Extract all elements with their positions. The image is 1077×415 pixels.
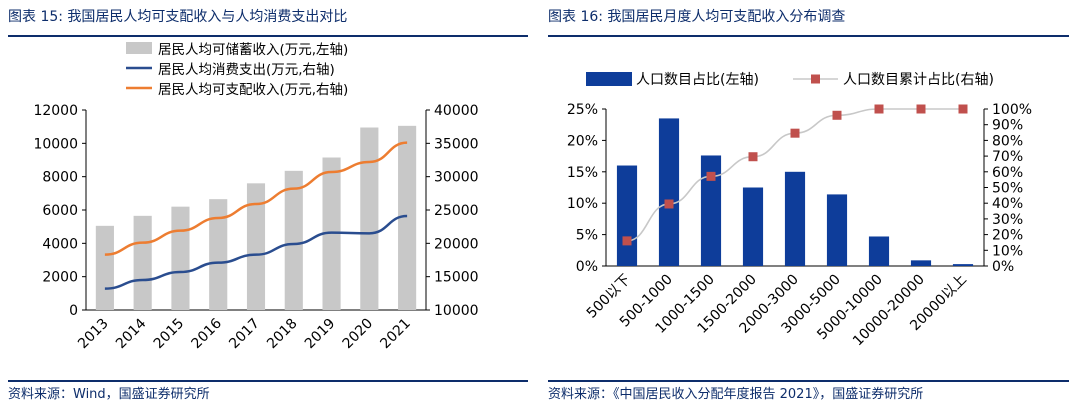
left-tick-label: 0	[69, 303, 78, 319]
left-tick-label: 5%	[576, 228, 598, 244]
bar-savings	[209, 199, 228, 310]
cumulative-marker	[748, 152, 758, 162]
right-tick-label: 10000	[434, 303, 479, 319]
x-tick-label: 2016	[189, 315, 226, 352]
right-tick-label: 70%	[992, 149, 1023, 165]
bar-savings	[133, 215, 152, 310]
source-note: 资料来源：《中国居民收入分配年度报告 2021》，国盛证券研究所	[548, 387, 924, 402]
bar-population-share	[868, 236, 890, 266]
bar-population-share	[784, 171, 806, 266]
line-income	[104, 141, 408, 256]
cumulative-marker	[832, 110, 842, 120]
right-tick-label: 35000	[434, 136, 479, 152]
left-tick-label: 4000	[42, 236, 78, 252]
x-tick-label: 2021	[377, 316, 414, 353]
right-tick-label: 60%	[992, 165, 1023, 181]
right-tick-label: 30%	[992, 212, 1023, 228]
right-tick-label: 40000	[434, 103, 479, 119]
bar-population-share	[742, 187, 764, 266]
bar-population-share	[616, 165, 638, 266]
right-tick-label: 40%	[992, 196, 1023, 212]
right-tick-label: 20%	[992, 228, 1023, 244]
bar-population-share	[952, 264, 974, 266]
right-tick-label: 20000	[434, 236, 479, 252]
bar-savings	[284, 170, 303, 310]
left-tick-label: 15%	[567, 165, 598, 181]
x-tick-label: 2019	[302, 316, 339, 353]
legend-label: 人口数目占比(左轴)	[636, 72, 759, 88]
right-tick-label: 100%	[992, 102, 1032, 118]
right-tick-label: 0%	[992, 259, 1014, 275]
left-tick-label: 12000	[33, 103, 78, 119]
bar-savings	[360, 127, 379, 310]
legend-swatch-savings	[126, 42, 152, 54]
bar-population-share	[910, 260, 932, 266]
legend-label: 人口数目累计占比(右轴)	[843, 72, 994, 88]
legend-swatch-cumulative-marker	[811, 74, 820, 84]
cumulative-marker	[664, 199, 674, 209]
left-tick-label: 10000	[33, 136, 78, 152]
left-tick-label: 10%	[567, 196, 598, 212]
title-rule	[548, 35, 1069, 37]
source-rule	[548, 380, 1069, 382]
chart-canvas: 0%5%10%15%20%25%0%10%20%30%40%50%60%70%8…	[567, 72, 1032, 349]
right-tick-label: 10%	[992, 243, 1023, 259]
right-tick-label: 80%	[992, 133, 1023, 149]
legend-label: 居民人均消费支出(万元,右轴)	[158, 62, 335, 78]
left-tick-label: 0%	[576, 259, 598, 275]
bar-savings	[246, 183, 266, 310]
legend-swatch-population-share	[586, 72, 632, 86]
x-tick-label: 2015	[151, 316, 188, 353]
cumulative-marker	[874, 104, 884, 114]
right-tick-label: 15000	[434, 270, 479, 286]
left-tick-label: 20%	[567, 133, 598, 149]
bar-savings	[398, 125, 417, 310]
bar-population-share	[700, 155, 722, 266]
cumulative-marker	[706, 171, 716, 181]
x-tick-label: 2018	[264, 316, 301, 353]
bar-savings	[95, 225, 114, 310]
right-tick-label: 25000	[434, 203, 479, 219]
legend-label: 居民人均可储蓄收入(万元,左轴)	[158, 42, 348, 58]
left-tick-label: 2000	[42, 270, 78, 286]
bar-population-share	[658, 118, 680, 266]
x-tick-label: 2017	[226, 316, 263, 353]
bar-population-share	[826, 194, 848, 266]
right-tick-label: 30000	[434, 170, 479, 186]
title-rule	[8, 35, 528, 37]
line-consumption	[104, 214, 408, 290]
left-tick-label: 25%	[567, 102, 598, 118]
source-note: 资料来源：Wind，国盛证券研究所	[8, 387, 210, 402]
left-tick-label: 8000	[42, 170, 78, 186]
cumulative-marker	[958, 104, 968, 114]
x-tick-label: 2013	[75, 316, 112, 353]
right-tick-label: 90%	[992, 118, 1023, 134]
right-tick-label: 50%	[992, 181, 1023, 197]
cumulative-marker	[622, 236, 632, 246]
chart-title: 图表 15: 我国居民人均可支配收入与人均消费支出对比	[8, 9, 348, 25]
cumulative-marker	[916, 104, 926, 114]
legend-label: 居民人均可支配收入(万元,右轴)	[158, 82, 348, 98]
left-tick-label: 6000	[42, 203, 78, 219]
cumulative-marker	[790, 128, 800, 138]
bar-savings	[171, 206, 190, 310]
chart-title: 图表 16: 我国居民月度人均可支配收入分布调查	[548, 9, 846, 25]
x-tick-label: 2020	[340, 316, 377, 353]
source-rule	[8, 380, 528, 382]
x-tick-label: 2014	[113, 315, 150, 352]
chart-canvas: 0 2000 4000 6000 8000 10000 12000 10000 15000 200…	[33, 42, 479, 353]
